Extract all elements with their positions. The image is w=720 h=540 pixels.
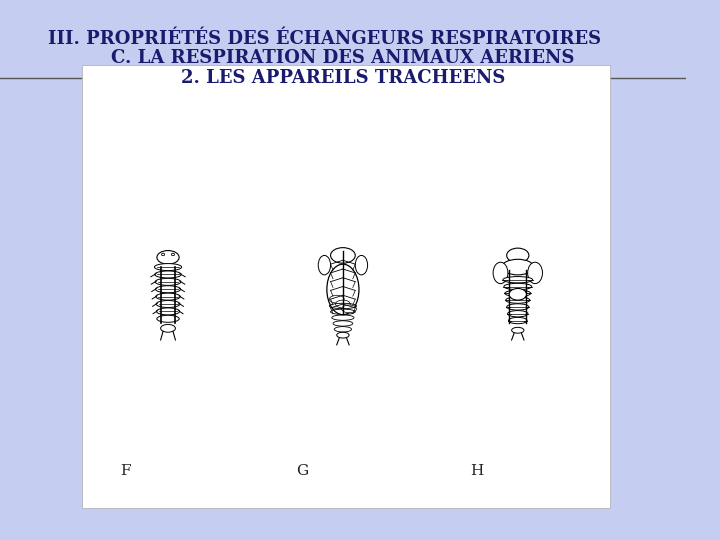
Ellipse shape: [509, 288, 526, 300]
Text: G: G: [296, 464, 309, 478]
Ellipse shape: [505, 297, 530, 303]
Ellipse shape: [503, 276, 533, 283]
Ellipse shape: [337, 332, 349, 338]
Ellipse shape: [156, 293, 180, 300]
Ellipse shape: [155, 278, 181, 285]
Text: H: H: [469, 464, 483, 478]
Ellipse shape: [156, 286, 181, 293]
Ellipse shape: [355, 255, 368, 275]
Ellipse shape: [171, 253, 174, 255]
Ellipse shape: [161, 253, 165, 255]
Ellipse shape: [502, 259, 534, 275]
Ellipse shape: [161, 325, 176, 332]
Ellipse shape: [507, 248, 529, 262]
Ellipse shape: [342, 305, 356, 313]
Ellipse shape: [155, 271, 181, 278]
Ellipse shape: [336, 300, 351, 308]
Ellipse shape: [155, 264, 181, 271]
Ellipse shape: [318, 255, 330, 275]
Ellipse shape: [327, 264, 359, 315]
Ellipse shape: [330, 248, 355, 263]
Ellipse shape: [504, 284, 531, 289]
Ellipse shape: [156, 301, 180, 307]
Ellipse shape: [512, 327, 524, 333]
Text: III. PROPRIÉTÉS DES ÉCHANGEURS RESPIRATOIRES: III. PROPRIÉTÉS DES ÉCHANGEURS RESPIRATO…: [48, 30, 601, 48]
Ellipse shape: [493, 262, 508, 284]
Ellipse shape: [505, 290, 531, 296]
Text: F: F: [120, 464, 130, 478]
FancyBboxPatch shape: [82, 65, 611, 508]
Ellipse shape: [507, 304, 529, 310]
Ellipse shape: [528, 262, 542, 284]
Text: C. LA RESPIRATION DES ANIMAUX AERIENS: C. LA RESPIRATION DES ANIMAUX AERIENS: [111, 49, 575, 66]
Ellipse shape: [157, 251, 179, 264]
Ellipse shape: [508, 318, 527, 323]
Ellipse shape: [329, 295, 344, 303]
Text: 2. LES APPAREILS TRACHEENS: 2. LES APPAREILS TRACHEENS: [181, 69, 505, 87]
Ellipse shape: [156, 308, 179, 315]
Ellipse shape: [508, 310, 528, 317]
Ellipse shape: [157, 315, 179, 322]
